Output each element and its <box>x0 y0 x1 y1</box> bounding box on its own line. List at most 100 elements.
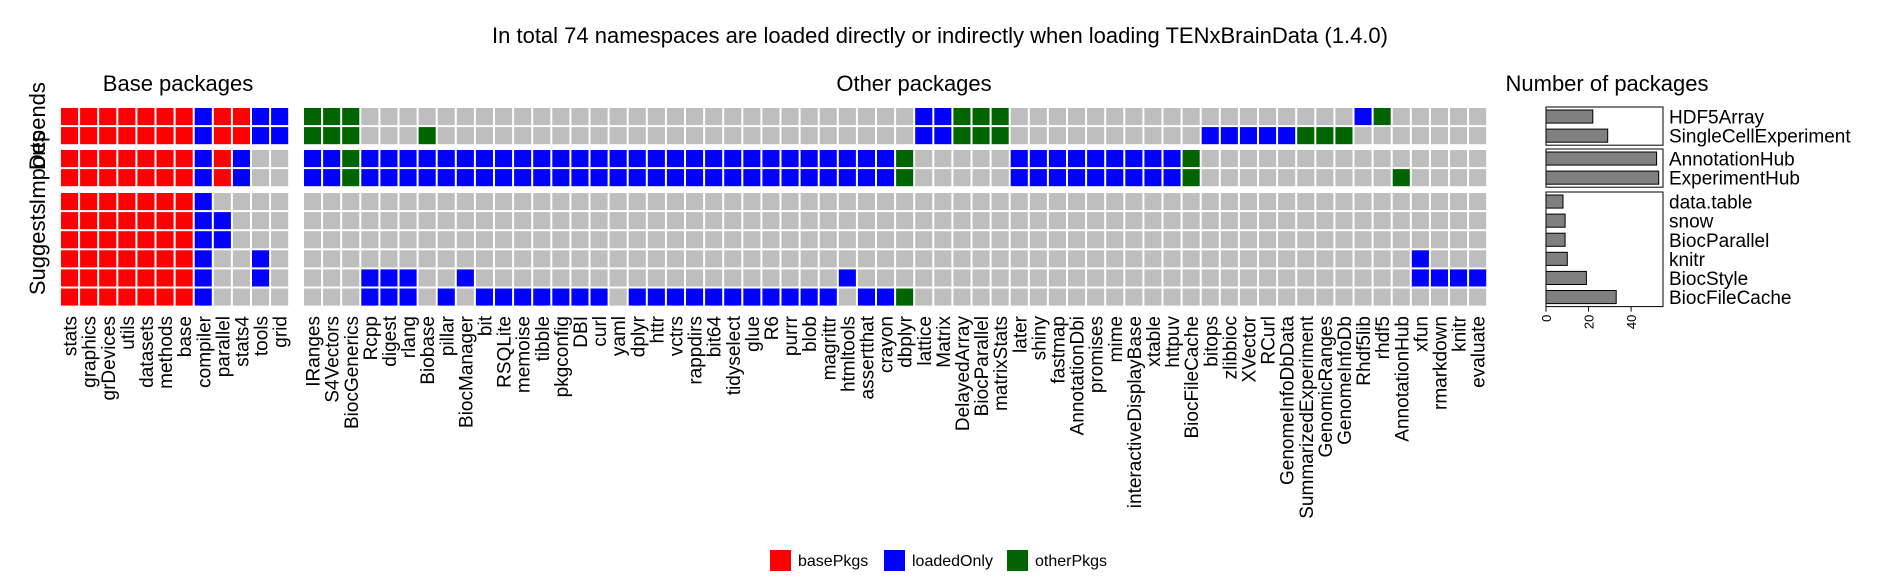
base-heatmap-cell <box>156 150 174 168</box>
row-label: HDF5Array <box>1669 108 1765 129</box>
other-heatmap-cell <box>743 169 761 187</box>
other-heatmap-cell <box>762 250 780 268</box>
other-heatmap-cell <box>915 169 933 187</box>
base-heatmap-cell <box>175 150 193 168</box>
other-heatmap-cell <box>380 212 398 230</box>
other-column-label: mime <box>1106 316 1127 362</box>
base-heatmap-cell <box>80 108 98 126</box>
other-heatmap-cell <box>1029 127 1047 145</box>
chart-title: In total 74 namespaces are loaded direct… <box>492 23 1388 48</box>
other-heatmap-cell <box>361 269 379 287</box>
other-heatmap-cell <box>1316 212 1334 230</box>
other-heatmap-cell <box>972 150 990 168</box>
other-heatmap-cell <box>590 269 608 287</box>
other-heatmap-cell <box>418 231 436 249</box>
base-heatmap-cell <box>118 250 136 268</box>
base-heatmap-cell <box>271 193 289 211</box>
base-column-label: methods <box>156 316 177 389</box>
other-heatmap-cell <box>915 193 933 211</box>
base-heatmap-cell <box>271 288 289 306</box>
other-heatmap-cell <box>1411 288 1429 306</box>
other-heatmap-cell <box>1087 193 1105 211</box>
other-heatmap-cell <box>1106 288 1124 306</box>
base-heatmap-cell <box>61 150 79 168</box>
other-heatmap-cell <box>934 169 952 187</box>
count-bar <box>1545 290 1617 305</box>
other-heatmap-cell <box>1259 150 1277 168</box>
other-heatmap-cell <box>1278 169 1296 187</box>
other-heatmap-cell <box>743 150 761 168</box>
other-heatmap-cell <box>1201 169 1219 187</box>
other-heatmap-cell <box>1087 127 1105 145</box>
other-heatmap-cell <box>1316 288 1334 306</box>
base-heatmap-cell <box>61 169 79 187</box>
other-heatmap-cell <box>533 150 551 168</box>
other-column-label: XVector <box>1239 315 1260 382</box>
row-group-label: Suggests <box>25 203 50 295</box>
base-panel-background <box>59 148 291 189</box>
other-heatmap-cell <box>1392 169 1410 187</box>
other-heatmap-cell <box>609 193 627 211</box>
other-heatmap-cell <box>972 108 990 126</box>
other-column-label: SummarizedExperiment <box>1297 315 1318 518</box>
other-heatmap-cell <box>800 193 818 211</box>
other-heatmap-cell <box>1087 250 1105 268</box>
other-heatmap-cell <box>1125 250 1143 268</box>
other-heatmap-cell <box>1029 108 1047 126</box>
row-label: knitr <box>1669 250 1706 271</box>
other-heatmap-cell <box>1392 231 1410 249</box>
base-heatmap-cell <box>252 250 270 268</box>
other-heatmap-cell <box>1259 108 1277 126</box>
other-heatmap-cell <box>1278 150 1296 168</box>
other-heatmap-cell <box>1163 127 1181 145</box>
other-heatmap-cell <box>1297 231 1315 249</box>
other-heatmap-cell <box>342 108 360 126</box>
other-heatmap-cell <box>724 212 742 230</box>
other-heatmap-cell <box>781 127 799 145</box>
base-heatmap-cell <box>194 288 212 306</box>
other-column-label: IRanges <box>304 316 325 387</box>
other-heatmap-cell <box>1029 231 1047 249</box>
other-heatmap-cell <box>724 108 742 126</box>
other-heatmap-cell <box>705 150 723 168</box>
other-column-label: matrixStats <box>991 316 1012 411</box>
count-bar <box>1545 151 1658 166</box>
other-packages-panel: IRangesS4VectorsBiocGenericsRcppdigestrl… <box>302 106 1490 519</box>
other-heatmap-cell <box>877 193 895 211</box>
other-heatmap-cell <box>342 269 360 287</box>
other-heatmap-cell <box>705 269 723 287</box>
other-heatmap-cell <box>1220 250 1238 268</box>
other-heatmap-cell <box>972 212 990 230</box>
other-heatmap-cell <box>1354 150 1372 168</box>
other-heatmap-cell <box>705 193 723 211</box>
base-heatmap-cell <box>194 127 212 145</box>
other-heatmap-cell <box>304 250 322 268</box>
other-heatmap-cell <box>1201 108 1219 126</box>
other-column-label: crayon <box>877 316 898 373</box>
other-heatmap-cell <box>495 288 513 306</box>
other-heatmap-cell <box>437 231 455 249</box>
other-heatmap-cell <box>456 108 474 126</box>
other-heatmap-cell <box>1087 169 1105 187</box>
other-heatmap-cell <box>666 108 684 126</box>
other-heatmap-cell <box>972 288 990 306</box>
other-heatmap-cell <box>1106 127 1124 145</box>
other-heatmap-cell <box>953 150 971 168</box>
other-heatmap-cell <box>1239 150 1257 168</box>
other-heatmap-cell <box>1450 127 1468 145</box>
other-heatmap-cell <box>1125 231 1143 249</box>
other-column-label: BiocManager <box>456 315 477 428</box>
other-heatmap-cell <box>1354 231 1372 249</box>
base-heatmap-cell <box>271 269 289 287</box>
base-heatmap-cell <box>61 127 79 145</box>
other-heatmap-cell <box>781 250 799 268</box>
other-heatmap-cell <box>1259 250 1277 268</box>
other-heatmap-cell <box>1335 250 1353 268</box>
other-heatmap-cell <box>1392 250 1410 268</box>
other-heatmap-cell <box>1297 150 1315 168</box>
other-heatmap-cell <box>1010 212 1028 230</box>
other-heatmap-cell <box>361 108 379 126</box>
other-heatmap-cell <box>1373 108 1391 126</box>
base-panel-background <box>59 191 291 308</box>
row-label: AnnotationHub <box>1669 150 1795 171</box>
